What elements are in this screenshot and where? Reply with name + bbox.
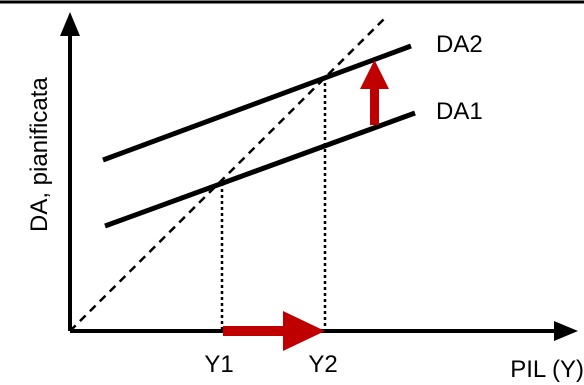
y-axis-arrowhead xyxy=(60,12,80,36)
y2-label: Y2 xyxy=(308,351,337,378)
da1-label: DA1 xyxy=(436,98,483,125)
shift-arrow-shaft xyxy=(370,88,379,125)
y1-label: Y1 xyxy=(204,351,233,378)
x-axis-label: PIL (Y) xyxy=(510,356,584,383)
da1-line xyxy=(104,110,416,229)
forty-five-degree-line xyxy=(69,17,386,332)
shift-arrow-head xyxy=(360,60,389,89)
da2-line xyxy=(102,43,412,163)
output-arrow-shaft xyxy=(223,326,283,336)
da2-label: DA2 xyxy=(436,31,483,58)
output-arrow-head xyxy=(283,311,325,351)
x-axis-arrowhead xyxy=(554,321,578,341)
y-axis-label: DA, pianificata xyxy=(26,77,53,232)
